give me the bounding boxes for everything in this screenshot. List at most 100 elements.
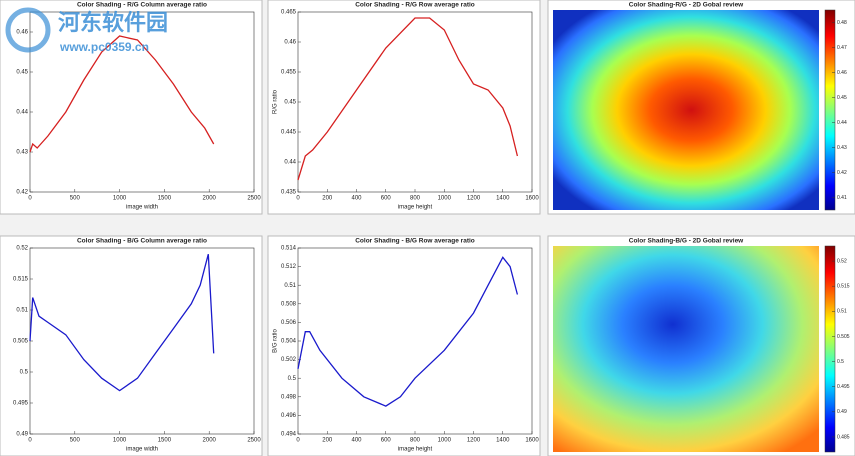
y-tick-label: 0.445 — [281, 130, 297, 136]
x-tick-label: 2000 — [203, 196, 217, 202]
y-tick-label: 0.51 — [16, 308, 28, 314]
y-tick-label: 0.515 — [13, 277, 29, 283]
y-axis-label: B/G ratio — [273, 329, 279, 353]
x-tick-label: 0 — [28, 438, 32, 444]
y-tick-label: 0.505 — [13, 339, 29, 345]
y-tick-label: 0.5 — [288, 376, 297, 382]
y-tick-label: 0.46 — [284, 40, 296, 46]
colorbar-tick-label: 0.42 — [837, 170, 847, 176]
x-tick-label: 2000 — [203, 438, 217, 444]
colorbar-tick-label: 0.49 — [837, 409, 847, 415]
y-tick-label: 0.465 — [281, 10, 297, 16]
chart-title: Color Shading-R/G - 2D Gobal review — [629, 2, 744, 9]
x-tick-label: 200 — [322, 438, 333, 444]
colorbar — [824, 9, 836, 211]
plot-area — [29, 11, 255, 193]
x-tick-label: 800 — [410, 438, 421, 444]
colorbar-tick-label: 0.48 — [837, 20, 847, 26]
chart-title: Color Shading - R/G Row average ratio — [355, 2, 475, 9]
x-tick-label: 600 — [381, 438, 392, 444]
colorbar-tick-label: 0.5 — [837, 359, 844, 365]
colorbar-tick-label: 0.43 — [837, 145, 847, 151]
x-tick-label: 1500 — [158, 196, 172, 202]
y-tick-label: 0.494 — [281, 432, 297, 438]
colorbar-tick-label: 0.41 — [837, 195, 847, 201]
chart-title: Color Shading-B/G - 2D Gobal review — [629, 238, 744, 245]
x-tick-label: 0 — [296, 196, 300, 202]
y-tick-label: 0.43 — [16, 150, 28, 156]
y-tick-label: 0.44 — [284, 160, 296, 166]
x-tick-label: 1200 — [467, 438, 481, 444]
colorbar-tick-label: 0.515 — [837, 284, 850, 290]
x-tick-label: 1600 — [525, 196, 539, 202]
watermark-url: www.pc0359.cn — [59, 40, 149, 54]
colorbar-tick-label: 0.505 — [837, 334, 850, 340]
y-tick-label: 0.496 — [281, 413, 297, 419]
x-tick-label: 0 — [28, 196, 32, 202]
x-tick-label: 600 — [381, 196, 392, 202]
colorbar-tick-label: 0.47 — [837, 45, 847, 51]
x-tick-label: 1600 — [525, 438, 539, 444]
y-tick-label: 0.508 — [281, 301, 297, 307]
y-tick-label: 0.52 — [16, 246, 28, 252]
y-tick-label: 0.514 — [281, 246, 297, 252]
x-tick-label: 2500 — [247, 438, 261, 444]
y-tick-label: 0.45 — [284, 100, 296, 106]
data-line — [297, 17, 519, 181]
x-tick-label: 2500 — [247, 196, 261, 202]
data-line — [29, 35, 215, 153]
y-tick-label: 0.498 — [281, 394, 297, 400]
x-tick-label: 0 — [296, 438, 300, 444]
y-tick-label: 0.42 — [16, 190, 28, 196]
y-axis-label: R/G ratio — [273, 89, 279, 114]
watermark-logo — [5, 7, 51, 53]
colorbar-tick-label: 0.495 — [837, 384, 850, 390]
plot-area — [297, 11, 533, 193]
heatmap-image — [553, 246, 819, 452]
colorbar-tick-label: 0.51 — [837, 309, 847, 315]
x-axis-label: image height — [398, 447, 433, 453]
heatmap-image — [553, 10, 819, 210]
data-line — [29, 254, 215, 392]
y-tick-label: 0.504 — [281, 339, 297, 345]
y-tick-label: 0.45 — [16, 70, 28, 76]
y-tick-label: 0.49 — [16, 432, 28, 438]
colorbar-tick-label: 0.44 — [837, 120, 847, 126]
x-tick-label: 400 — [351, 438, 362, 444]
chart-title: Color Shading - B/G Column average ratio — [77, 238, 207, 245]
y-tick-label: 0.502 — [281, 357, 297, 363]
y-tick-label: 0.435 — [281, 190, 297, 196]
x-tick-label: 1000 — [113, 438, 127, 444]
x-tick-label: 1000 — [438, 196, 452, 202]
plot-area — [29, 247, 255, 435]
x-tick-label: 400 — [351, 196, 362, 202]
x-tick-label: 1000 — [438, 438, 452, 444]
colorbar-tick-label: 0.52 — [837, 258, 847, 264]
y-tick-label: 0.495 — [13, 401, 29, 407]
x-axis-label: image height — [398, 205, 433, 211]
plot-area — [297, 247, 533, 435]
x-tick-label: 500 — [70, 196, 81, 202]
data-line — [297, 256, 519, 407]
y-tick-label: 0.512 — [281, 264, 297, 270]
y-tick-label: 0.455 — [281, 70, 297, 76]
x-tick-label: 1500 — [158, 438, 172, 444]
colorbar-tick-label: 0.45 — [837, 95, 847, 101]
x-tick-label: 200 — [322, 196, 333, 202]
x-tick-label: 1400 — [496, 438, 510, 444]
x-axis-label: image width — [126, 205, 158, 211]
x-tick-label: 1400 — [496, 196, 510, 202]
x-tick-label: 500 — [70, 438, 81, 444]
chart-title: Color Shading - B/G Row average ratio — [355, 238, 475, 245]
y-tick-label: 0.5 — [20, 370, 29, 376]
x-tick-label: 1000 — [113, 196, 127, 202]
x-tick-label: 1200 — [467, 196, 481, 202]
colorbar-tick-label: 0.46 — [837, 70, 847, 76]
x-axis-label: image width — [126, 447, 158, 453]
x-tick-label: 800 — [410, 196, 421, 202]
y-tick-label: 0.51 — [284, 283, 296, 289]
y-tick-label: 0.44 — [16, 110, 28, 116]
y-tick-label: 0.46 — [16, 30, 28, 36]
